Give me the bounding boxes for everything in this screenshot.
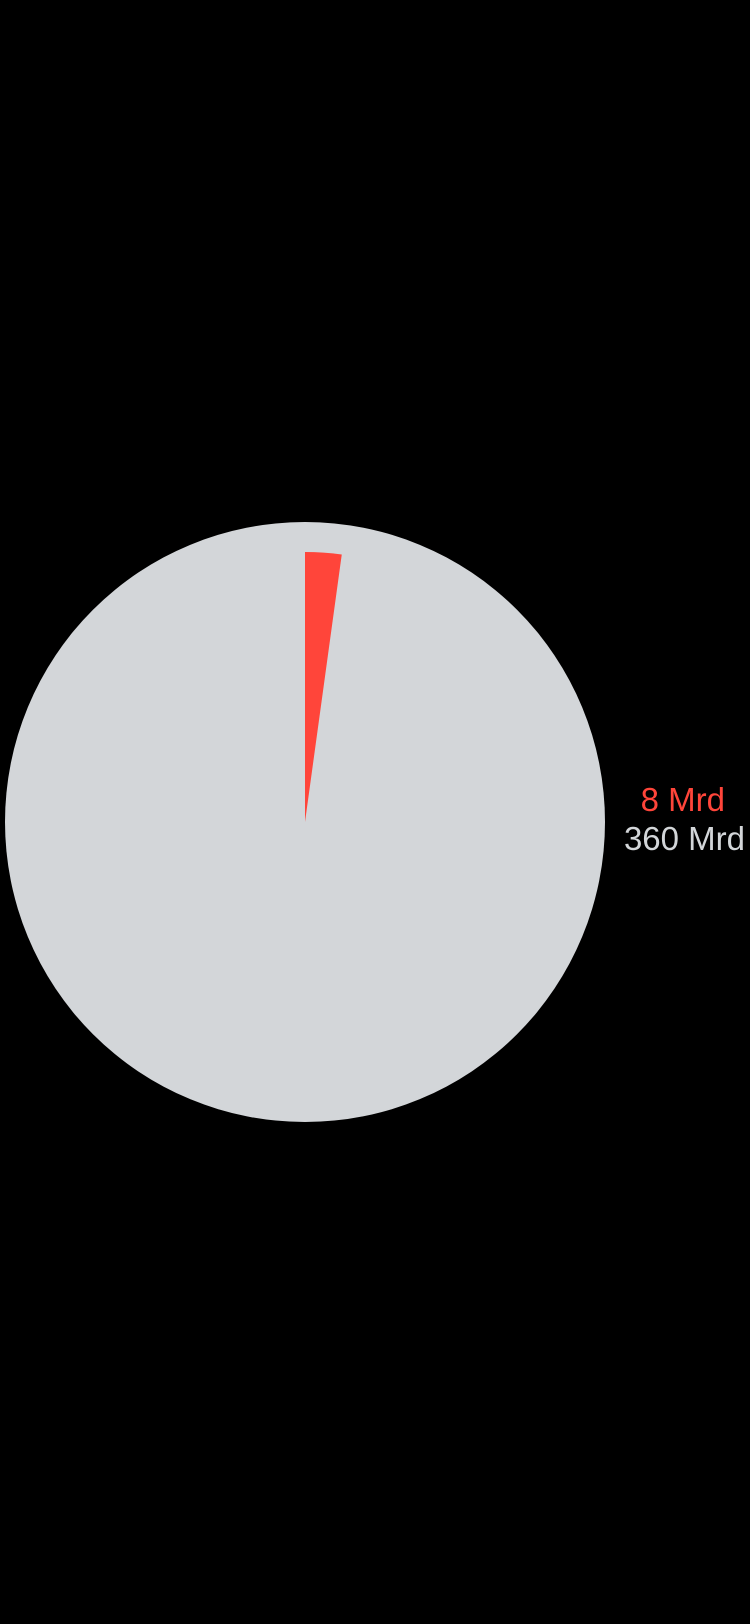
pie-slice-small xyxy=(305,552,342,822)
pie-legend: 8 Mrd 360 Mrd xyxy=(624,780,745,858)
legend-label-small-slice: 8 Mrd xyxy=(640,781,725,818)
legend-label-large-slice: 360 Mrd xyxy=(623,820,745,857)
pie-slices xyxy=(5,522,605,1122)
